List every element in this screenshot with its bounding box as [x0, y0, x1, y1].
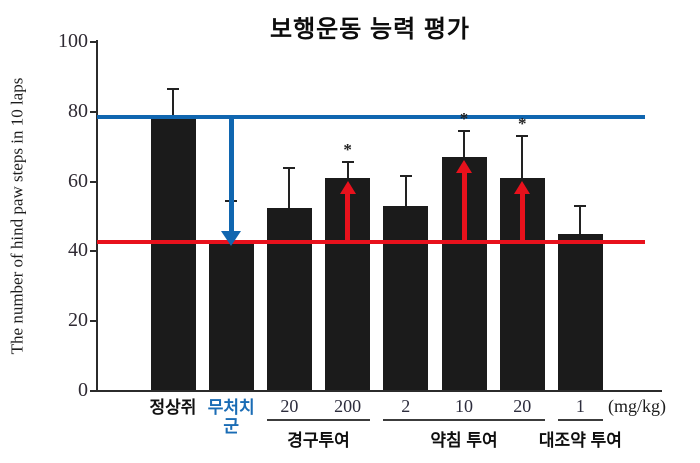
y-tick-label: 20 [68, 309, 88, 332]
group-label: 약침 투여 [430, 431, 498, 450]
reference-line-untreated-group-level [97, 239, 645, 244]
bar [150, 118, 196, 390]
error-bar-line [404, 176, 407, 207]
y-tick-label: 0 [78, 379, 88, 401]
error-bar-cap [399, 175, 412, 178]
error-bar-line [463, 130, 465, 158]
x-tick-label: 10 [455, 396, 473, 416]
chart-title: 보행운동 능력 평가 [270, 16, 470, 43]
y-axis-label: The number of hind paw steps in 10 laps [7, 77, 26, 355]
x-axis-line [96, 390, 662, 392]
error-bar-cap [283, 166, 296, 169]
red-up-arrow-shaft [461, 171, 467, 244]
error-bar-line [288, 167, 291, 208]
red-up-arrow-head [339, 181, 356, 195]
error-bar-line [172, 89, 174, 119]
red-up-arrow-head [514, 181, 531, 195]
y-tick-label: 100 [58, 30, 88, 52]
significance-asterisk: * [517, 114, 527, 134]
error-bar-cap [516, 135, 529, 138]
error-bar-cap [341, 161, 354, 164]
significance-asterisk: * [459, 108, 469, 128]
bar [383, 206, 429, 390]
x-tick-label: 1 [575, 396, 585, 416]
x-tick-label: 20 [513, 396, 532, 416]
group-underline [557, 419, 603, 421]
red-up-arrow-shaft [345, 192, 351, 244]
x-tick-label: 2 [401, 396, 411, 416]
error-bar-line [579, 206, 582, 234]
y-tick [90, 180, 97, 183]
error-bar-cap [458, 129, 470, 132]
bar [266, 207, 312, 390]
blue-down-arrow-shaft [228, 117, 234, 232]
error-bar-cap [167, 88, 179, 91]
y-tick [90, 250, 97, 253]
x-tick-label: 무처치 군 [207, 398, 255, 436]
blue-down-arrow-head [221, 230, 242, 246]
y-tick-label: 80 [68, 99, 88, 122]
bar [557, 233, 603, 390]
y-tick-label: 40 [68, 239, 88, 262]
group-underline [266, 419, 371, 421]
error-bar-cap [574, 205, 587, 208]
reference-line-normal-group-level [97, 115, 645, 120]
red-up-arrow-head [456, 160, 472, 174]
y-axis-line [96, 40, 98, 392]
x-tick-label: 200 [334, 396, 362, 416]
group-label: 대조약 투여 [538, 431, 622, 450]
y-tick-label: 60 [68, 169, 88, 192]
x-tick-label: 정상쥐 [149, 398, 197, 417]
significance-asterisk: * [343, 140, 352, 160]
red-up-arrow-shaft [519, 192, 525, 244]
unit-label: (mg/kg) [608, 396, 666, 416]
y-tick [90, 390, 97, 392]
group-underline [383, 419, 545, 421]
error-bar-line [521, 136, 524, 179]
x-tick-label: 20 [280, 396, 299, 416]
y-tick [90, 320, 97, 323]
y-tick [90, 110, 97, 113]
bar [208, 240, 254, 390]
group-label: 경구투여 [287, 431, 350, 450]
y-tick [90, 41, 97, 43]
error-bar-line [346, 162, 349, 179]
